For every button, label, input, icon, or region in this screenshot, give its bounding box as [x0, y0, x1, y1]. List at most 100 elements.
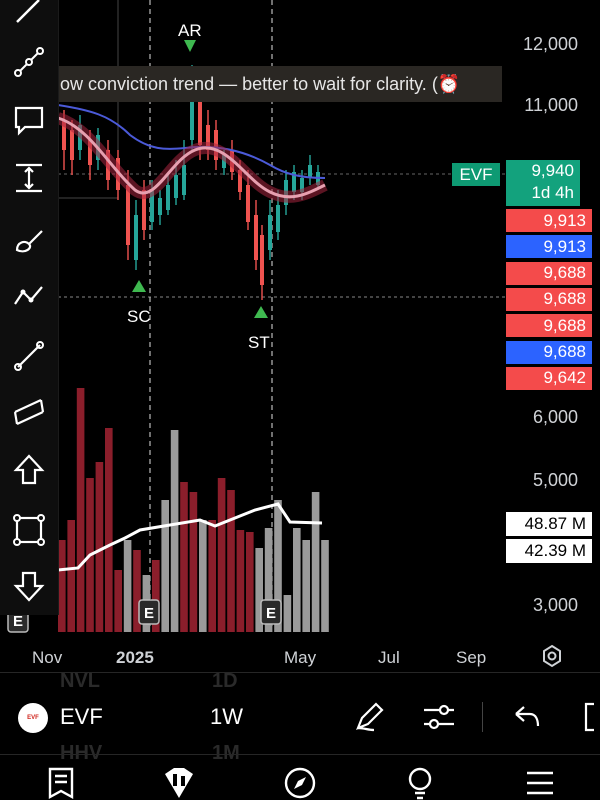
candle-body — [308, 165, 312, 178]
candle-body — [88, 140, 92, 165]
volume-bar — [208, 520, 216, 632]
candle-body — [206, 125, 210, 150]
volume-bar — [161, 500, 169, 632]
candle-body — [268, 215, 272, 250]
price-level-tag: 9,642 — [506, 366, 592, 390]
ghost-label: HHV — [60, 742, 103, 764]
candle-body — [300, 178, 304, 192]
price-level-tag: 9,688 — [506, 314, 592, 338]
draw-icon[interactable] — [352, 700, 386, 734]
volume-bar — [95, 462, 104, 632]
volume-bar — [105, 428, 113, 632]
candle-body — [222, 155, 226, 168]
candle-body — [70, 130, 74, 160]
volume-bar — [274, 500, 282, 632]
volume-bar — [123, 540, 132, 632]
price-level-tag: 9,688 — [506, 340, 592, 364]
candle-body — [190, 100, 194, 140]
bottom-nav — [0, 766, 600, 800]
bar-countdown: 1d 4h — [531, 183, 574, 202]
volume-bar — [58, 540, 66, 632]
earnings-label: E — [266, 605, 276, 622]
symbol-button[interactable]: EVF — [60, 704, 103, 729]
volume-ma-line — [57, 502, 323, 572]
drawing-toolbar — [0, 0, 59, 615]
alert-banner[interactable]: ow conviction trend — better to wait for… — [58, 66, 502, 102]
arrow-up-icon[interactable] — [11, 452, 47, 488]
comment-icon[interactable] — [11, 102, 47, 138]
volume-bar — [255, 548, 263, 632]
volume-bar — [217, 478, 226, 632]
volume-tag: 48.87 M — [506, 512, 592, 536]
trend-icon[interactable] — [11, 278, 47, 314]
ghost-label: NVL — [60, 670, 100, 692]
time-label: Jul — [378, 648, 400, 667]
price-label: 6,000 — [532, 407, 578, 427]
settings-icon[interactable] — [540, 644, 564, 668]
measure-icon[interactable] — [11, 160, 47, 196]
candle-body — [62, 120, 66, 150]
ghost-label: 1D — [212, 670, 238, 692]
candle-body — [198, 95, 202, 145]
volume-tag: 42.39 M — [506, 539, 592, 563]
banner-text: ow conviction trend — better to wait for… — [60, 73, 461, 94]
indicators-icon[interactable] — [422, 702, 456, 732]
sc-label: SC — [127, 307, 151, 326]
price-level-tag: 9,913 — [506, 235, 592, 259]
interval-button[interactable]: 1W — [210, 704, 243, 729]
undo-icon[interactable] — [512, 704, 542, 730]
ar-marker-icon — [184, 40, 196, 52]
explore-icon[interactable] — [283, 766, 317, 800]
time-label: 2025 — [116, 648, 154, 667]
earnings-label: E — [144, 605, 154, 622]
time-label: Sep — [456, 648, 487, 667]
arrow-down-icon[interactable] — [11, 568, 47, 604]
ray-icon[interactable] — [11, 338, 47, 374]
ma-short-line — [57, 116, 326, 199]
price-chart[interactable]: AR SC ST E E E — [0, 0, 600, 672]
earnings-label: E — [13, 613, 23, 630]
brush-icon[interactable] — [11, 222, 47, 258]
candle-body — [254, 215, 258, 260]
last-price: 9,940 — [531, 161, 574, 180]
price-level-tag: 9,688 — [506, 261, 592, 285]
volume-bar — [246, 532, 254, 632]
ghost-label: 1M — [212, 742, 240, 764]
pencil-icon[interactable] — [11, 0, 47, 28]
symbol-badge: EVF — [452, 163, 500, 186]
volume-bar — [76, 388, 85, 632]
volume-bar — [227, 490, 235, 632]
volume-bar — [264, 528, 273, 632]
bottom-bar: NVL HHV 1D 1M — [0, 670, 600, 800]
candle-body — [158, 198, 162, 215]
volume-bar — [180, 482, 188, 632]
volume-bars — [57, 388, 329, 632]
time-label: Nov — [32, 648, 63, 667]
price-label: 5,000 — [532, 470, 578, 490]
volume-bar — [133, 550, 141, 632]
candle-body — [134, 215, 138, 260]
candle-body — [246, 185, 250, 222]
watchlist-icon[interactable] — [44, 766, 78, 800]
volume-bar — [189, 492, 198, 632]
candle-body — [174, 175, 178, 198]
ma-long-line — [57, 104, 326, 179]
line-tool-icon[interactable] — [11, 44, 47, 80]
ideas-icon[interactable] — [403, 766, 437, 800]
symbol-logo[interactable]: EVF — [18, 703, 48, 733]
candle-body — [238, 170, 242, 192]
volume-bar — [283, 595, 292, 632]
sc-marker-icon — [132, 280, 146, 292]
volume-bar — [236, 530, 245, 632]
chart-tab-icon[interactable] — [162, 766, 196, 800]
st-label: ST — [248, 333, 270, 352]
volume-bar — [302, 540, 310, 632]
earnings-marker-icon — [138, 599, 160, 625]
volume-bar — [199, 520, 207, 632]
menu-icon[interactable] — [523, 766, 557, 800]
parallel-channel-icon[interactable] — [11, 394, 47, 430]
rectangle-icon[interactable] — [11, 512, 47, 548]
price-level-tag: 9,913 — [506, 209, 592, 232]
fullscreen-icon[interactable] — [580, 700, 600, 734]
candle-body — [142, 190, 146, 230]
